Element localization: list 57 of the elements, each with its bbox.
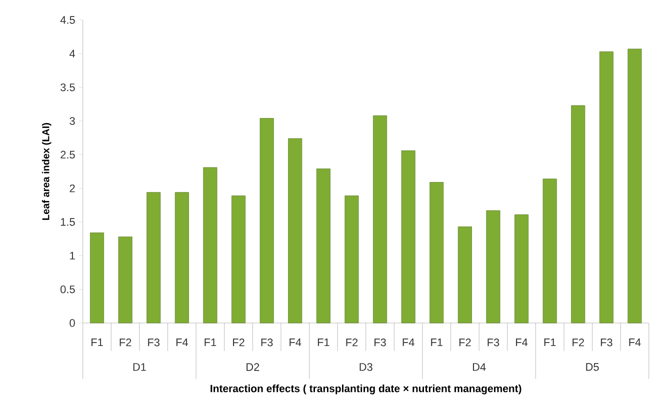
y-tick-label: 2: [70, 184, 75, 192]
y-tick-label: 3: [70, 117, 75, 125]
y-tick-label: 1: [70, 252, 75, 260]
bar: [373, 115, 387, 324]
x-tick-label: F2: [572, 338, 584, 346]
y-tick-label: 3.5: [60, 83, 75, 92]
x-tick-label: F2: [233, 338, 244, 346]
bar: [599, 51, 614, 324]
bar: [628, 48, 642, 324]
x-tick-label: F2: [346, 338, 358, 346]
bar: [401, 150, 416, 324]
y-tick-label: 1.5: [60, 218, 75, 226]
x-tick-label: F3: [488, 338, 500, 346]
bar: [146, 192, 161, 324]
bar: [514, 214, 528, 324]
x-tick-label: F2: [120, 338, 132, 346]
bar: [232, 196, 246, 324]
y-tick-label: 2.5: [60, 150, 75, 159]
x-tick-label: F1: [318, 338, 330, 346]
x-tick-label: F4: [402, 338, 414, 346]
y-tick-label: 0.5: [60, 285, 75, 294]
x-tick-label: F1: [544, 338, 556, 346]
bar: [542, 178, 557, 324]
x-tick-label: F4: [629, 338, 641, 346]
bar: [344, 196, 359, 324]
bar: [458, 226, 472, 324]
bar: [486, 210, 500, 324]
bar: [316, 168, 330, 324]
x-tick-label: F4: [516, 338, 528, 346]
bar: [203, 167, 218, 324]
text: D3: [360, 363, 372, 371]
x-tick-label: F4: [290, 338, 302, 346]
bar: [430, 182, 444, 324]
bar: [288, 138, 302, 324]
bar: [571, 105, 586, 324]
text: D5: [586, 363, 599, 371]
x-tick-label: F1: [92, 338, 103, 346]
x-tick-label: F2: [459, 338, 471, 346]
y-tick-label: 4.5: [60, 16, 75, 24]
y-tick-label: 4: [69, 50, 76, 58]
x-tick-label: F3: [374, 338, 386, 346]
x-axis-title: Interaction effects ( transplanting date × nutrient management): [210, 384, 522, 394]
text: D2: [246, 363, 260, 371]
x-tick-label: F3: [148, 338, 160, 346]
x-tick-label: F3: [600, 338, 612, 346]
x-tick-label: F1: [431, 338, 442, 346]
text: D1: [133, 363, 146, 371]
text: D4: [472, 363, 486, 371]
x-tick-label: F1: [204, 338, 216, 346]
bar: [118, 236, 132, 324]
bar: [90, 232, 104, 324]
bar: [260, 118, 274, 324]
y-tick-label: 0: [70, 319, 75, 327]
bar: [174, 192, 189, 324]
y-axis-title: Leaf area index (LAI): [42, 123, 52, 220]
x-tick-label: F3: [261, 338, 273, 346]
x-tick-label: F4: [176, 338, 188, 346]
